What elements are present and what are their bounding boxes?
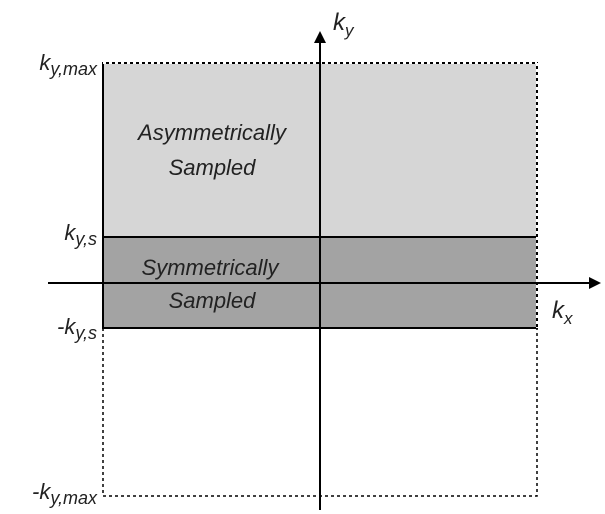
tick-neg-ky-s: -ky,s xyxy=(57,314,97,343)
tick-ky-max: ky,max xyxy=(39,50,98,79)
symmetric-label-line2: Sampled xyxy=(169,288,257,313)
symmetric-label-line1: Symmetrically xyxy=(142,255,281,280)
tick-neg-ky-max: -ky,max xyxy=(32,479,98,508)
ky-axis-label: ky xyxy=(333,9,355,40)
asymmetric-label-line1: Asymmetrically xyxy=(136,120,288,145)
asymmetric-label-line2: Sampled xyxy=(169,155,257,180)
tick-ky-s: ky,s xyxy=(64,220,97,249)
kx-axis-label: kx xyxy=(552,297,573,328)
